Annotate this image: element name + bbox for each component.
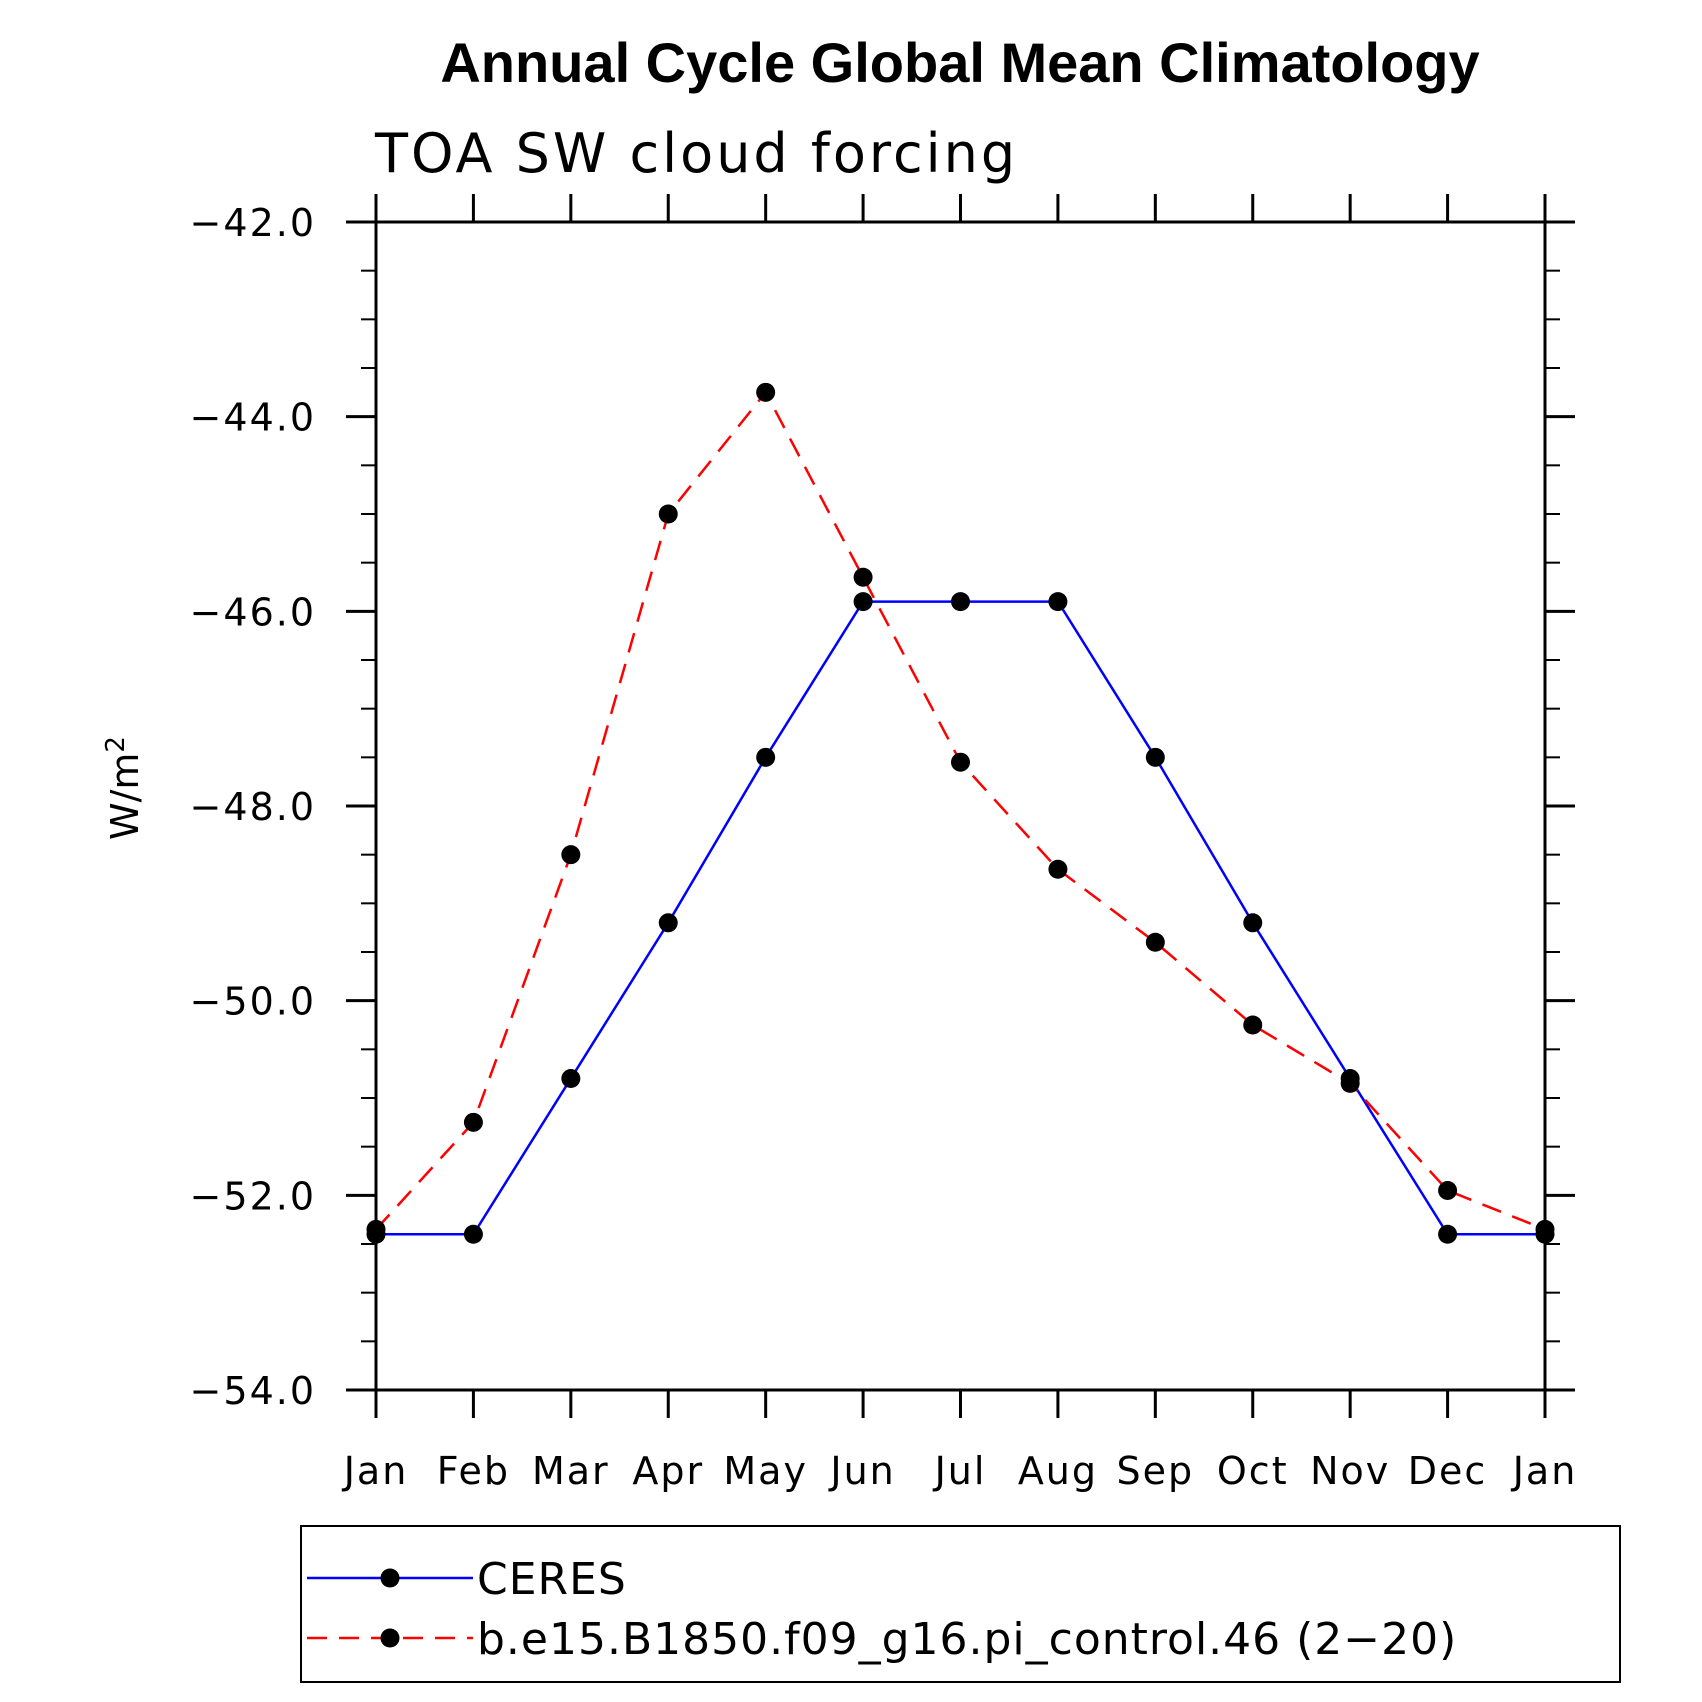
legend-label: b.e15.B1850.f09_g16.pi_control.46 (2−20): [477, 1614, 1457, 1665]
data-point: [1535, 1219, 1555, 1239]
y-tick-labels: −42.0 −44.0 −46.0 −48.0 −50.0 −52.0 −54.0: [190, 201, 316, 1413]
y-axis-label-text: W/m: [103, 753, 147, 840]
y-tick-label: −52.0: [190, 1174, 316, 1218]
data-point: [951, 752, 970, 772]
legend-box: [300, 1525, 1621, 1683]
legend-label: CERES: [477, 1554, 627, 1605]
data-point: [463, 1224, 483, 1244]
data-point: [853, 592, 873, 612]
x-tick-label: Mar: [532, 1449, 610, 1493]
data-point: [1438, 1224, 1458, 1244]
x-tick-label: Aug: [1018, 1449, 1098, 1493]
data-point: [1048, 592, 1068, 612]
chart-subtitle: TOA SW cloud forcing: [374, 122, 1018, 185]
x-tick-label: Feb: [437, 1449, 510, 1493]
legend: CERES b.e15.B1850.f09_g16.pi_control.46 (…: [307, 1554, 1457, 1665]
x-tick-label: Sep: [1117, 1449, 1195, 1493]
data-point: [951, 592, 970, 612]
data-point: [658, 913, 678, 933]
y-tick-label: −50.0: [190, 980, 316, 1024]
y-tick-label: −44.0: [190, 396, 316, 440]
y-axis-label: W/m2: [101, 736, 147, 840]
data-point: [366, 1219, 386, 1239]
axis-ticks: [346, 194, 1575, 1418]
data-point: [1340, 1073, 1360, 1093]
y-tick-label: −54.0: [190, 1369, 316, 1413]
chart-title: Annual Cycle Global Mean Climatology: [440, 31, 1479, 94]
x-tick-label: Jan: [342, 1449, 409, 1493]
data-point: [756, 382, 776, 402]
data-point: [756, 747, 776, 767]
y-tick-label: −46.0: [190, 590, 316, 634]
series-line: [376, 600, 1545, 1236]
data-point: [1243, 1015, 1263, 1035]
y-axis-label-superscript: 2: [101, 736, 131, 753]
y-tick-label: −48.0: [190, 785, 316, 829]
x-tick-labels: Jan Feb Mar Apr May Jun Jul Aug Sep Oct Nov Dec Jan: [342, 1449, 1578, 1493]
x-tick-label: May: [723, 1449, 808, 1493]
y-tick-label: −42.0: [190, 201, 316, 245]
x-tick-label: Jul: [933, 1449, 987, 1493]
data-point: [561, 845, 581, 865]
data-point: [658, 504, 678, 524]
x-tick-label: Oct: [1217, 1449, 1289, 1493]
data-point: [1048, 859, 1068, 879]
plot-frame: [374, 220, 1547, 1392]
series-markers: [366, 382, 1555, 1244]
data-point: [561, 1069, 581, 1089]
x-tick-label: Jun: [828, 1449, 895, 1493]
data-point: [463, 1112, 483, 1132]
legend-swatch-marker: [380, 1568, 400, 1588]
data-point: [1243, 913, 1263, 933]
series-lines: [375, 390, 1546, 1236]
data-point: [1145, 747, 1165, 767]
series-line: [375, 390, 1546, 1231]
data-point: [1145, 932, 1165, 952]
x-tick-label: Dec: [1408, 1449, 1488, 1493]
legend-swatch-marker: [380, 1628, 400, 1648]
x-tick-label: Jan: [1511, 1449, 1578, 1493]
data-point: [853, 567, 873, 587]
data-point: [1438, 1180, 1458, 1200]
x-tick-label: Nov: [1310, 1449, 1390, 1493]
x-tick-label: Apr: [632, 1449, 704, 1493]
